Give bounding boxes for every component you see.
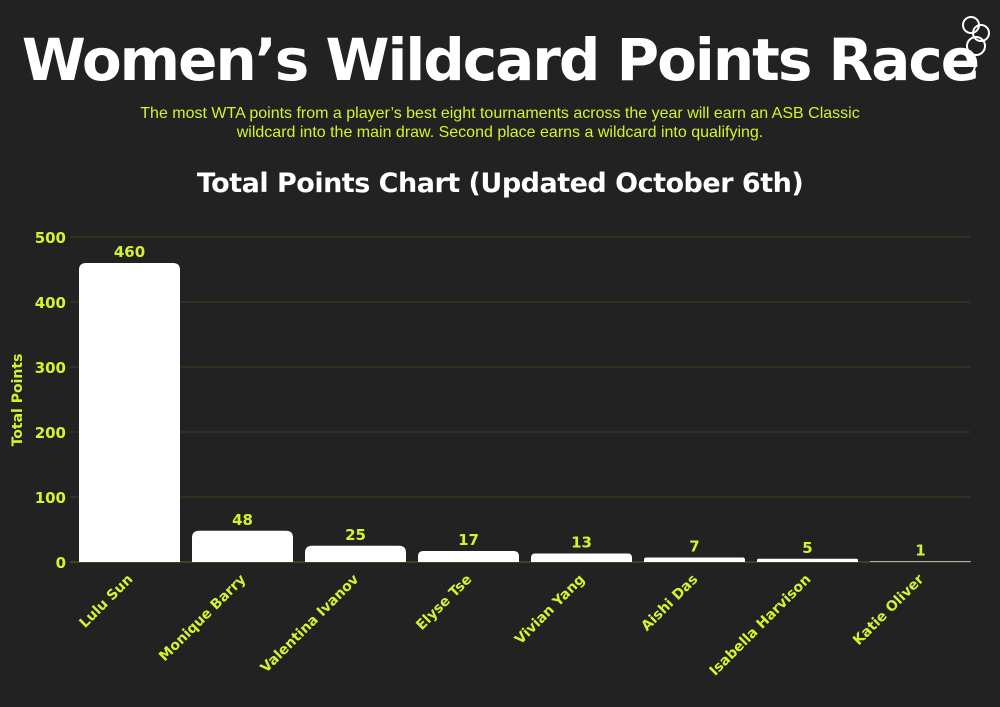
data-label: 48	[232, 511, 253, 529]
y-tick-label: 100	[35, 489, 66, 507]
y-tick-label: 200	[35, 424, 66, 442]
page-title: Women’s Wildcard Points Race	[21, 26, 980, 94]
page-subtitle: The most WTA points from a player’s best…	[140, 105, 860, 141]
y-tick-label: 400	[35, 294, 66, 312]
y-axis-label: Total Points	[10, 354, 26, 447]
data-label: 1	[915, 541, 925, 559]
data-label: 7	[689, 537, 699, 555]
x-tick-label: Elyse Tse	[413, 572, 475, 634]
x-tick-label: Katie Oliver	[850, 571, 927, 648]
data-label: 13	[571, 534, 592, 552]
data-label: 460	[114, 243, 145, 261]
chart-title: Total Points Chart (Updated October 6th)	[196, 168, 804, 199]
x-tick-label: Vivian Yang	[512, 572, 588, 648]
x-tick-label: Valentina Ivanov	[258, 572, 363, 677]
bar	[192, 530, 293, 562]
bar	[644, 557, 745, 562]
data-label: 17	[458, 531, 479, 549]
bar	[870, 561, 971, 562]
y-tick-label: 300	[35, 359, 66, 377]
data-label: 5	[802, 539, 812, 557]
x-tick-label: Monique Barry	[156, 572, 249, 665]
y-tick-label: 0	[56, 554, 66, 572]
bar	[418, 550, 519, 562]
data-label: 25	[345, 526, 366, 544]
x-tick-label: Aishi Das	[638, 572, 701, 635]
bar	[79, 263, 180, 562]
tennis-nz-logo	[928, 14, 998, 94]
x-tick-label: Lulu Sun	[77, 572, 137, 632]
bar	[531, 553, 632, 562]
bar	[757, 558, 858, 562]
bar	[305, 545, 406, 562]
x-tick-label: Isabella Harvison	[707, 572, 815, 680]
y-tick-label: 500	[35, 229, 66, 247]
